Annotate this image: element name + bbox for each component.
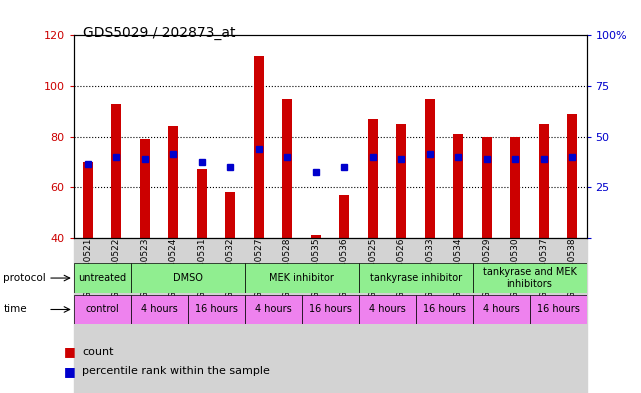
Bar	[83, 162, 93, 238]
Bar	[539, 124, 549, 238]
Text: ■: ■	[64, 365, 76, 378]
Bar	[216, 238, 245, 393]
Bar	[112, 104, 121, 238]
Bar	[529, 238, 558, 393]
Bar	[358, 238, 387, 393]
Text: 4 hours: 4 hours	[483, 305, 519, 314]
Bar	[131, 238, 159, 393]
Bar	[302, 238, 330, 393]
Bar	[330, 238, 358, 393]
Bar	[358, 263, 472, 293]
Bar	[567, 114, 578, 238]
Bar	[501, 238, 529, 393]
Bar	[131, 263, 245, 293]
Bar	[472, 263, 587, 293]
Bar	[245, 238, 273, 393]
Text: count: count	[82, 347, 113, 357]
Bar	[482, 136, 492, 238]
Text: 16 hours: 16 hours	[422, 305, 465, 314]
Bar	[254, 55, 264, 238]
Bar	[140, 139, 150, 238]
Bar	[188, 295, 245, 324]
Text: MEK inhibitor: MEK inhibitor	[269, 273, 334, 283]
Bar	[188, 238, 216, 393]
Text: 4 hours: 4 hours	[369, 305, 406, 314]
Text: ■: ■	[64, 345, 76, 358]
Bar	[396, 124, 406, 238]
Bar	[415, 295, 472, 324]
Bar	[197, 169, 207, 238]
Text: untreated: untreated	[78, 273, 126, 283]
Bar	[131, 295, 188, 324]
Bar	[387, 238, 415, 393]
Bar	[245, 295, 302, 324]
Bar	[425, 99, 435, 238]
Text: 16 hours: 16 hours	[537, 305, 579, 314]
Text: tankyrase inhibitor: tankyrase inhibitor	[369, 273, 462, 283]
Bar	[415, 238, 444, 393]
Bar	[74, 295, 131, 324]
Text: percentile rank within the sample: percentile rank within the sample	[82, 366, 270, 376]
Text: tankyrase and MEK
inhibitors: tankyrase and MEK inhibitors	[483, 267, 576, 289]
Text: GDS5029 / 202873_at: GDS5029 / 202873_at	[83, 26, 236, 40]
Bar	[74, 238, 102, 393]
Bar	[226, 192, 235, 238]
Bar	[472, 295, 529, 324]
Bar	[472, 238, 501, 393]
Bar	[339, 195, 349, 238]
Text: control: control	[85, 305, 119, 314]
Bar	[510, 136, 520, 238]
Bar	[358, 295, 415, 324]
Bar	[273, 238, 302, 393]
Bar	[283, 99, 292, 238]
Bar	[529, 295, 587, 324]
Bar	[169, 127, 178, 238]
Text: DMSO: DMSO	[172, 273, 203, 283]
Bar	[311, 235, 321, 238]
Text: 4 hours: 4 hours	[141, 305, 178, 314]
Bar	[159, 238, 188, 393]
Text: 4 hours: 4 hours	[254, 305, 292, 314]
Bar	[102, 238, 131, 393]
Text: protocol: protocol	[3, 273, 46, 283]
Bar	[74, 263, 131, 293]
Bar	[368, 119, 378, 238]
Text: 16 hours: 16 hours	[309, 305, 351, 314]
Text: time: time	[3, 305, 27, 314]
Bar	[453, 134, 463, 238]
Bar	[558, 238, 587, 393]
Bar	[444, 238, 472, 393]
Text: 16 hours: 16 hours	[195, 305, 238, 314]
Bar	[302, 295, 358, 324]
Bar	[245, 263, 358, 293]
